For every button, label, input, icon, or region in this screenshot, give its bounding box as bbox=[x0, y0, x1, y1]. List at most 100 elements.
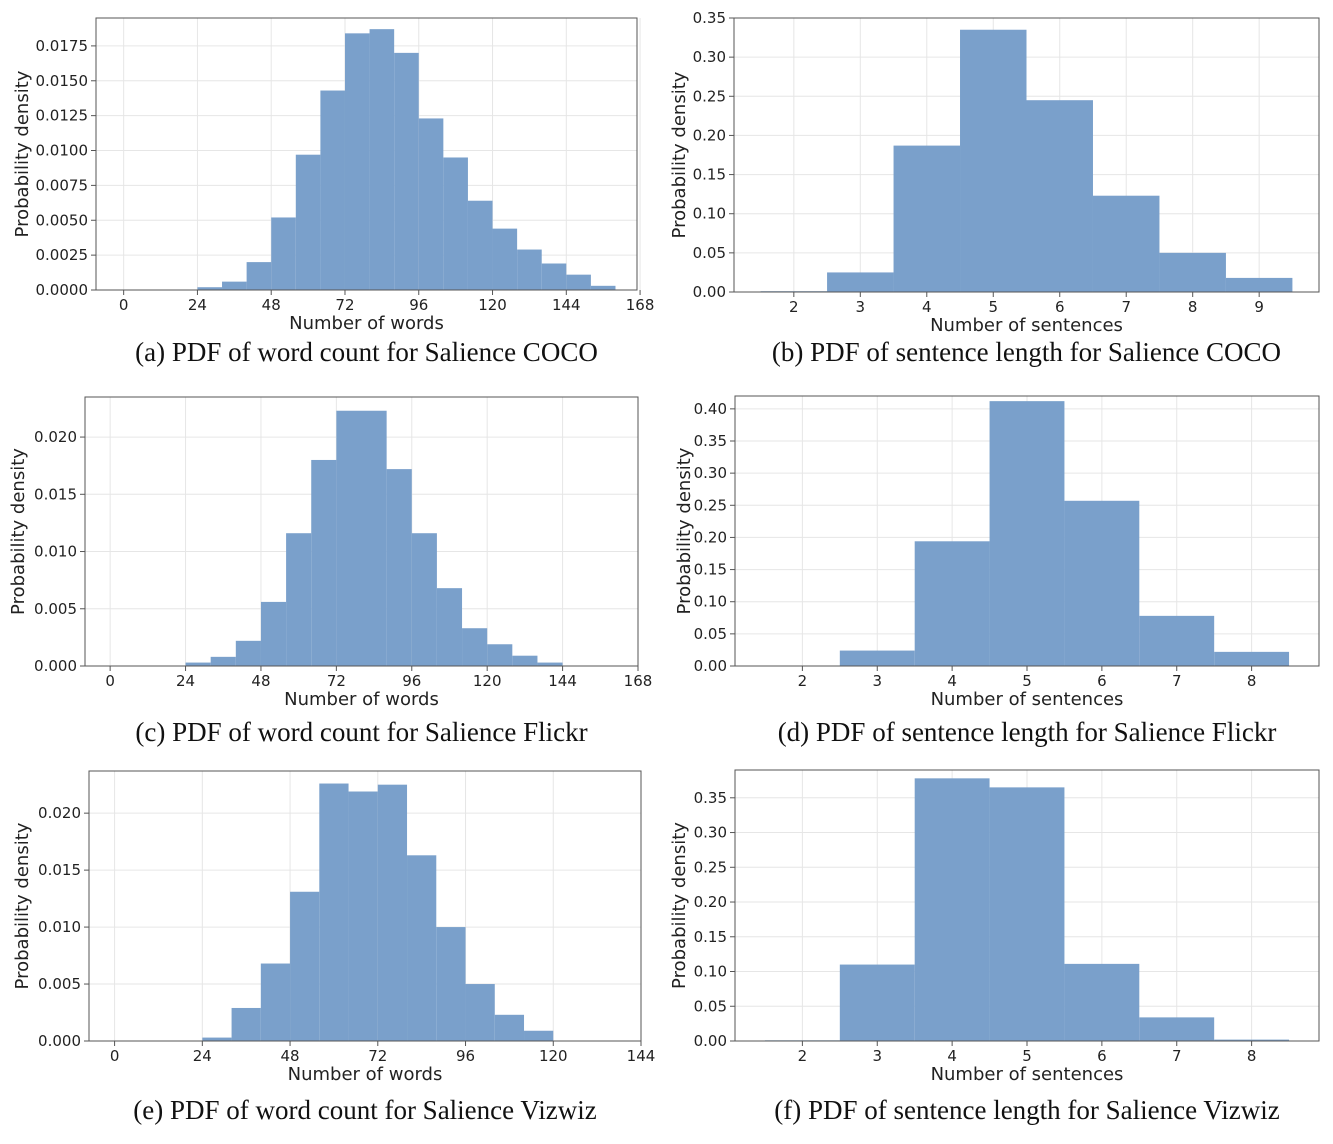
histogram-bar bbox=[1026, 100, 1093, 292]
x-tick-label: 120 bbox=[539, 1047, 568, 1065]
histogram-bar bbox=[394, 52, 419, 290]
histogram-bar bbox=[260, 601, 287, 666]
x-tick-label: 48 bbox=[281, 1047, 300, 1065]
histogram-bar bbox=[210, 656, 236, 666]
x-tick-label: 8 bbox=[1247, 1047, 1257, 1065]
histogram-bar bbox=[467, 200, 493, 290]
y-tick-label: 0.20 bbox=[694, 893, 727, 911]
x-tick-label: 96 bbox=[402, 672, 421, 690]
x-tick-label: 24 bbox=[176, 672, 195, 690]
y-tick-label: 0.000 bbox=[38, 1032, 81, 1050]
y-tick-label: 0.020 bbox=[38, 804, 81, 822]
x-axis-label: Number of sentences bbox=[930, 315, 1123, 336]
histogram-bar bbox=[443, 157, 468, 290]
y-tick-label: 0.05 bbox=[694, 625, 727, 643]
x-axis-label: Number of sentences bbox=[931, 1064, 1124, 1085]
histogram-bar bbox=[344, 33, 370, 290]
y-tick-label: 0.0150 bbox=[36, 72, 89, 90]
y-tick-label: 0.0125 bbox=[36, 107, 89, 125]
x-tick-label: 6 bbox=[1097, 1047, 1107, 1065]
histogram-bar bbox=[960, 29, 1027, 292]
y-tick-label: 0.15 bbox=[693, 166, 726, 184]
histogram-bar bbox=[1225, 277, 1293, 292]
y-tick-label: 0.40 bbox=[694, 400, 727, 418]
histogram-bar bbox=[487, 644, 513, 666]
histogram-bar bbox=[235, 640, 261, 666]
x-tick-label: 144 bbox=[548, 672, 577, 690]
chart-d: 2 3 4 5 6 7 8 0.00 0.05 0.10 0.15 0.20 0.25 0.30 0.35 0… bbox=[674, 395, 1320, 747]
y-tick-label: 0.30 bbox=[694, 464, 727, 482]
x-tick-label: 8 bbox=[1247, 672, 1257, 690]
y-axis-label: Probability density bbox=[8, 448, 29, 615]
x-tick-label: 72 bbox=[368, 1047, 387, 1065]
histogram-bar bbox=[222, 281, 247, 290]
histogram-bar bbox=[286, 533, 312, 666]
histogram-bar bbox=[462, 628, 488, 666]
y-tick-label: 0.0100 bbox=[36, 142, 89, 160]
histogram-bar bbox=[369, 29, 395, 291]
histogram-bar bbox=[524, 1030, 554, 1041]
x-tick-label: 5 bbox=[988, 298, 998, 316]
x-tick-label: 96 bbox=[456, 1047, 475, 1065]
histogram-bar bbox=[271, 217, 296, 290]
y-tick-label: 0.10 bbox=[694, 593, 727, 611]
chart-c: 0 24 48 72 96 120 144 168 0.000 0.005 0.010 0.015 0.… bbox=[8, 396, 652, 747]
chart-a: 0 24 48 72 96 120 144 168 0.0000 0.0025 0.0050 0.00… bbox=[12, 17, 654, 367]
histogram-bar bbox=[465, 984, 495, 1041]
x-tick-label: 144 bbox=[627, 1047, 656, 1065]
y-tick-label: 0.005 bbox=[38, 975, 81, 993]
x-tick-label: 0 bbox=[110, 1047, 120, 1065]
x-tick-label: 72 bbox=[327, 672, 346, 690]
y-tick-label: 0.20 bbox=[693, 126, 726, 144]
histogram-bar bbox=[566, 274, 591, 290]
histogram-bar bbox=[839, 650, 915, 666]
histogram-bar bbox=[311, 459, 337, 666]
histogram-bar bbox=[377, 784, 408, 1041]
y-tick-label: 0.015 bbox=[38, 861, 81, 879]
x-axis-label: Number of words bbox=[288, 1064, 443, 1085]
plot-frame bbox=[95, 17, 638, 291]
x-tick-label: 7 bbox=[1172, 1047, 1182, 1065]
x-tick-label: 0 bbox=[105, 672, 115, 690]
x-axis-label: Number of words bbox=[284, 689, 439, 710]
y-tick-label: 0.35 bbox=[694, 789, 727, 807]
x-tick-label: 120 bbox=[473, 672, 502, 690]
y-tick-label: 0.005 bbox=[34, 600, 77, 618]
y-tick-label: 0.0025 bbox=[36, 246, 89, 264]
histogram-bar bbox=[839, 964, 915, 1041]
histogram-bar bbox=[1214, 651, 1290, 666]
x-tick-label: 6 bbox=[1097, 672, 1107, 690]
y-tick-label: 0.0000 bbox=[36, 281, 89, 299]
plot-frame bbox=[733, 17, 1320, 293]
histogram-bar bbox=[989, 401, 1065, 666]
y-tick-label: 0.0050 bbox=[36, 211, 89, 229]
histogram-bar bbox=[914, 541, 990, 666]
y-tick-label: 0.25 bbox=[694, 858, 727, 876]
histogram-bar bbox=[231, 1007, 261, 1041]
x-tick-label: 4 bbox=[922, 298, 932, 316]
y-axis-label: Probability density bbox=[12, 70, 33, 237]
y-tick-label: 0.00 bbox=[693, 283, 726, 301]
y-axis-label: Probability density bbox=[669, 71, 690, 238]
y-tick-label: 0.000 bbox=[34, 657, 77, 675]
histogram-bar bbox=[989, 787, 1065, 1041]
x-tick-label: 6 bbox=[1055, 298, 1065, 316]
x-tick-label: 2 bbox=[789, 298, 799, 316]
histogram-bar bbox=[361, 410, 387, 666]
y-tick-label: 0.20 bbox=[694, 528, 727, 546]
y-tick-label: 0.35 bbox=[694, 432, 727, 450]
histogram-bar bbox=[893, 145, 961, 292]
x-tick-label: 5 bbox=[1022, 672, 1032, 690]
y-tick-label: 0.00 bbox=[694, 1032, 727, 1050]
histogram-bar bbox=[348, 791, 378, 1041]
y-tick-label: 0.10 bbox=[693, 205, 726, 223]
y-tick-label: 0.15 bbox=[694, 928, 727, 946]
histogram-bar bbox=[1159, 252, 1226, 292]
histogram-bar bbox=[319, 783, 349, 1041]
histogram-bar bbox=[492, 228, 518, 290]
histogram-bar bbox=[541, 263, 567, 290]
y-tick-label: 0.010 bbox=[38, 918, 81, 936]
histogram-bar bbox=[202, 1037, 232, 1041]
y-tick-label: 0.05 bbox=[694, 997, 727, 1015]
y-axis-label: Probability density bbox=[12, 822, 33, 989]
